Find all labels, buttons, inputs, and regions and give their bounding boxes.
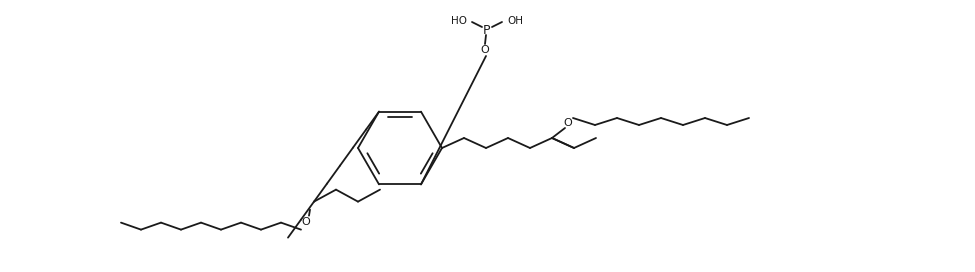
Text: OH: OH <box>507 16 523 26</box>
Text: O: O <box>481 45 489 55</box>
Text: HO: HO <box>451 16 467 26</box>
Text: P: P <box>484 23 490 36</box>
Text: O: O <box>564 118 572 128</box>
Text: O: O <box>301 217 310 227</box>
